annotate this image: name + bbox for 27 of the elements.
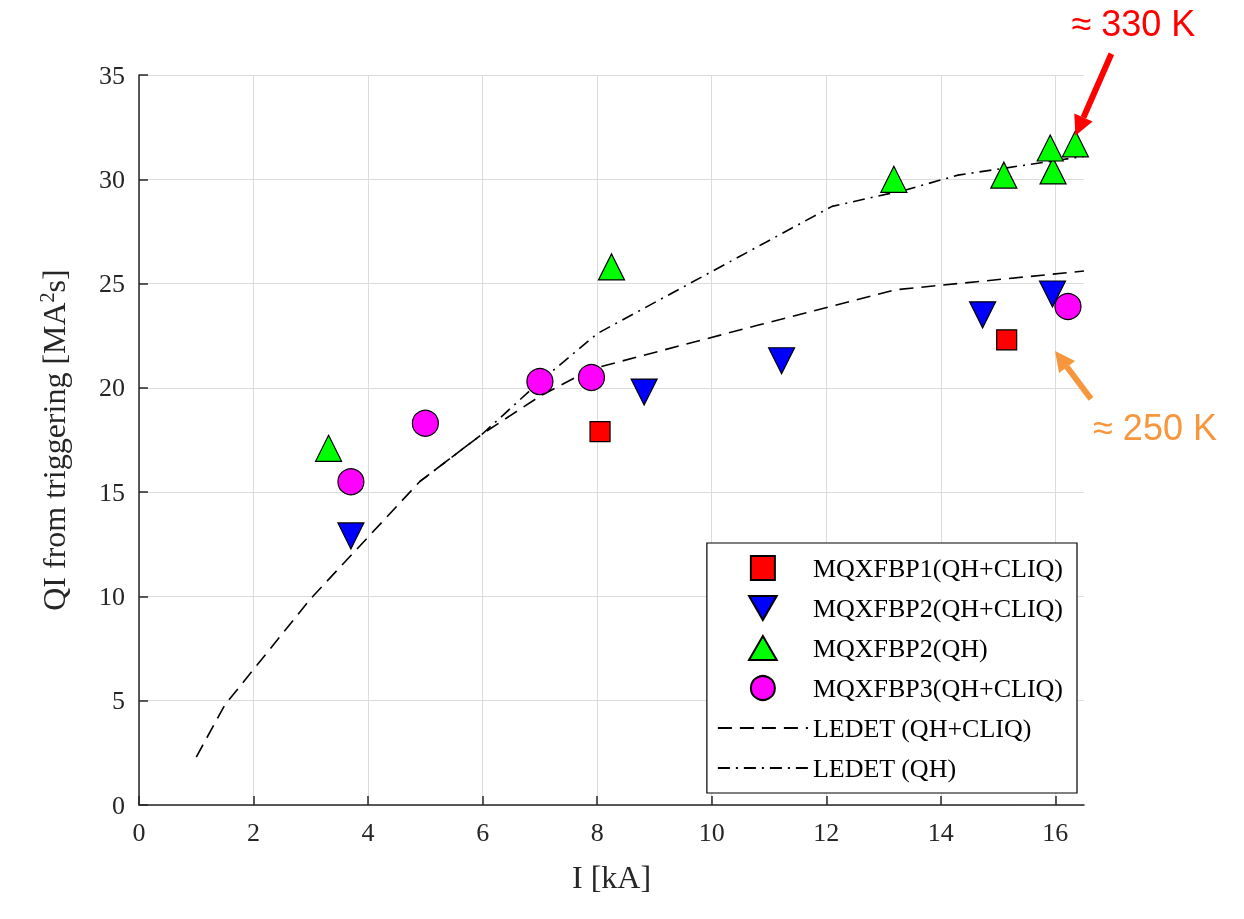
x-tick-label: 8 — [590, 817, 604, 847]
legend-label: MQXFBP1(QH+CLIQ) — [812, 553, 1063, 583]
text: ≈ 250 K — [1093, 406, 1217, 448]
legend-label: MQXFBP2(QH) — [812, 633, 988, 663]
y-tick-label: 10 — [99, 581, 125, 611]
x-tick-label: 2 — [247, 817, 261, 847]
legend-label: LEDET (QH) — [812, 753, 957, 783]
y-axis-title: QI from triggering [MA2s] — [36, 269, 72, 611]
y-tick-label: 20 — [99, 373, 125, 403]
x-tick-label: 6 — [476, 817, 490, 847]
y-tick-label: 30 — [99, 164, 125, 194]
legend-label: MQXFBP3(QH+CLIQ) — [812, 673, 1063, 703]
legend-label: MQXFBP2(QH+CLIQ) — [812, 593, 1063, 623]
x-tick-label: 10 — [698, 817, 725, 847]
y-tick-label: 15 — [99, 477, 125, 507]
annotation: ≈ 330 K — [1071, 3, 1196, 45]
x-axis-title: I [kA] — [571, 859, 652, 895]
y-tick-label: 35 — [99, 60, 125, 90]
x-tick-label: 0 — [132, 817, 146, 847]
y-tick-label: 0 — [112, 790, 125, 820]
y-tick-label: 25 — [99, 269, 125, 299]
legend-label: LEDET (QH+CLIQ) — [812, 713, 1032, 743]
x-tick-label: 4 — [361, 817, 375, 847]
x-tick-label: 16 — [1042, 817, 1069, 847]
x-tick-label: 14 — [927, 817, 954, 847]
y-tick-label: 5 — [112, 686, 125, 716]
x-tick-label: 12 — [813, 817, 840, 847]
